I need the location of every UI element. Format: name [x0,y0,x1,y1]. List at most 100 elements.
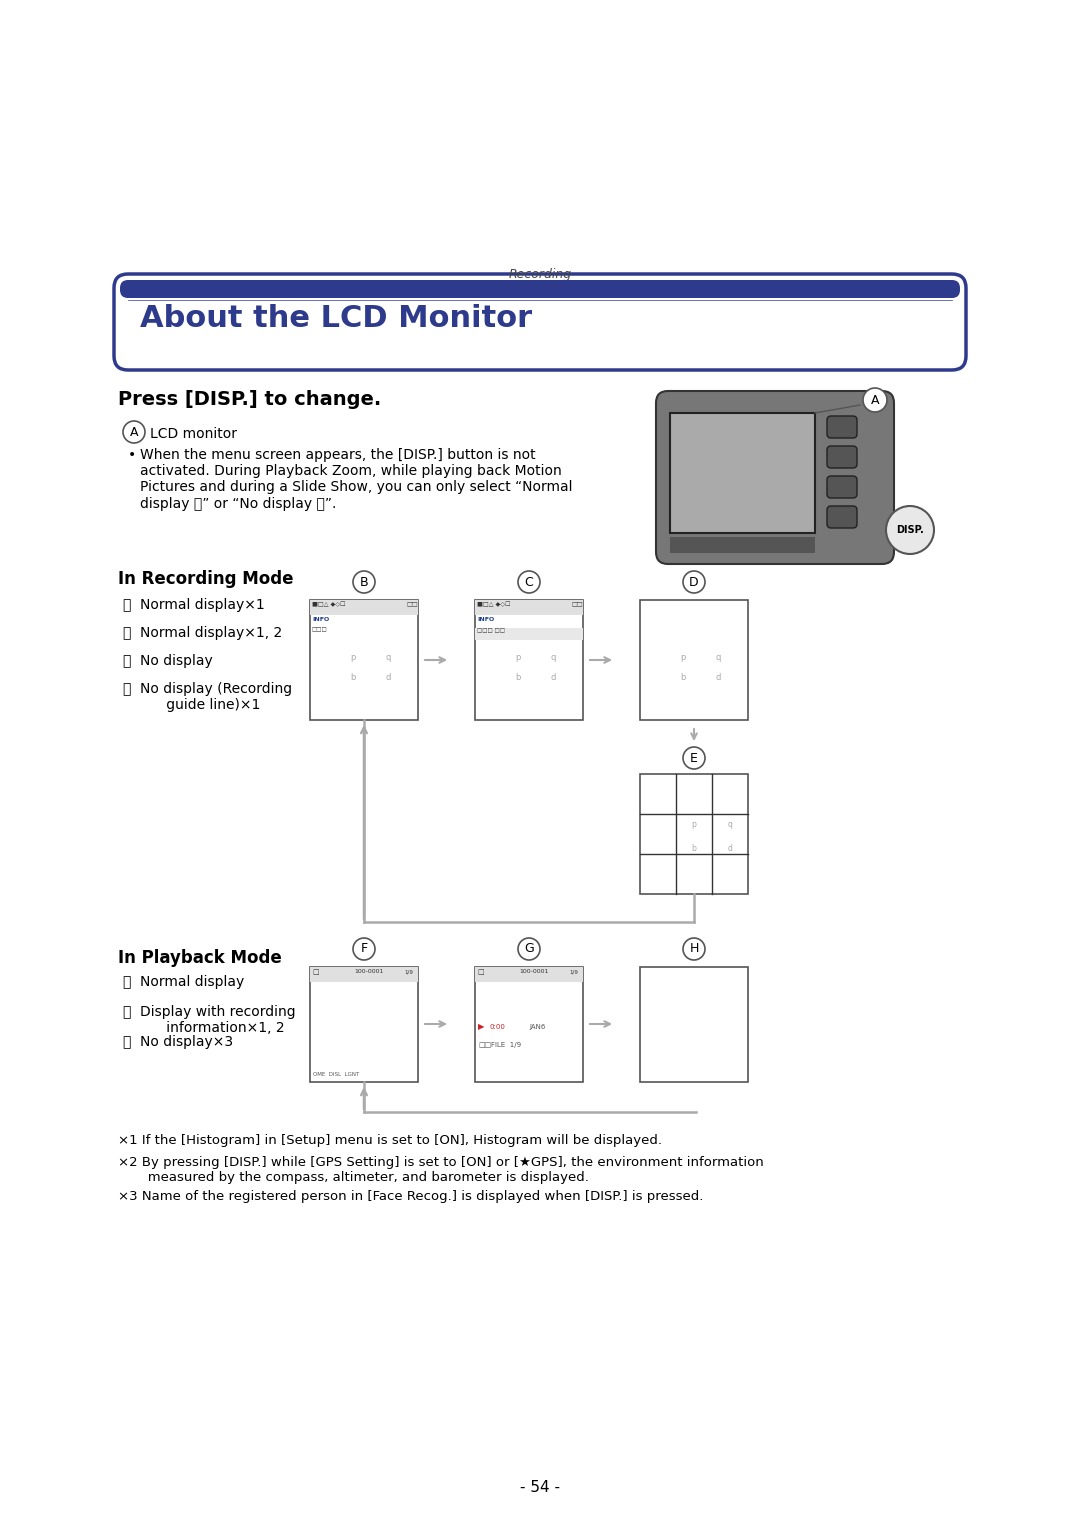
Circle shape [353,571,375,593]
Text: d: d [715,674,720,683]
Bar [475,601,583,614]
Text: JAN6: JAN6 [529,1024,545,1030]
Text: Press [DISP.] to change.: Press [DISP.] to change. [118,390,381,410]
Text: □□□ □□: □□□ □□ [477,628,505,633]
Text: b: b [680,674,686,683]
Text: FILE  1/9: FILE 1/9 [491,1042,522,1048]
Text: In Playback Mode: In Playback Mode [118,949,282,967]
Text: Ⓐ: Ⓐ [122,597,131,613]
Text: □□: □□ [406,602,418,607]
Text: ■□△ ◆◇☐: ■□△ ◆◇☐ [477,602,511,608]
Bar [475,601,583,720]
Text: - 54 -: - 54 - [519,1481,561,1494]
Circle shape [683,747,705,769]
Text: Normal display×1: Normal display×1 [140,597,265,613]
Text: □□: □□ [571,602,583,607]
Text: □: □ [312,969,319,975]
Text: A: A [870,394,879,406]
Circle shape [863,388,887,413]
Text: F: F [361,943,367,955]
Text: q: q [550,652,555,662]
Text: INFO: INFO [477,617,495,622]
Circle shape [518,571,540,593]
Text: G: G [524,943,534,955]
Text: Ⓒ: Ⓒ [122,654,131,668]
Text: In Recording Mode: In Recording Mode [118,570,294,588]
Bar [310,601,418,720]
Circle shape [353,938,375,960]
Text: d: d [386,674,391,683]
Text: ▶: ▶ [478,1022,485,1031]
Text: Normal display×1, 2: Normal display×1, 2 [140,626,282,640]
Text: d: d [727,843,732,853]
FancyBboxPatch shape [827,416,858,439]
FancyBboxPatch shape [120,280,960,298]
FancyBboxPatch shape [827,446,858,468]
Bar [670,536,815,553]
Text: Recording: Recording [509,267,571,281]
Text: ■□△ ◆◇☐: ■□△ ◆◇☐ [312,602,346,608]
Text: D: D [689,576,699,588]
Text: q: q [715,652,720,662]
Text: □□□: □□□ [312,626,327,633]
Text: No display×3: No display×3 [140,1034,233,1050]
Bar [640,967,748,1082]
Text: H: H [689,943,699,955]
Circle shape [886,506,934,555]
Text: p: p [680,652,686,662]
Circle shape [683,938,705,960]
FancyBboxPatch shape [827,477,858,498]
Text: No display: No display [140,654,213,668]
Bar [640,601,748,720]
Text: b: b [351,674,356,683]
Text: A: A [130,425,138,439]
Text: C: C [525,576,534,588]
Text: Normal display: Normal display [140,975,244,989]
Text: No display (Recording
      guide line)×1: No display (Recording guide line)×1 [140,681,292,712]
Text: About the LCD Monitor: About the LCD Monitor [140,304,532,333]
Text: □: □ [477,969,484,975]
Bar [310,967,418,983]
Text: b: b [691,843,697,853]
Text: ×2 By pressing [DISP.] while [GPS Setting] is set to [ON] or [★GPS], the environ: ×2 By pressing [DISP.] while [GPS Settin… [118,1157,764,1184]
FancyBboxPatch shape [827,506,858,529]
Text: q: q [386,652,391,662]
Circle shape [518,938,540,960]
Bar [310,967,418,1082]
Text: OME  DISL  LGNT: OME DISL LGNT [313,1073,360,1077]
Text: INFO: INFO [312,617,329,622]
Text: Display with recording
      information×1, 2: Display with recording information×1, 2 [140,1005,296,1034]
Text: 100-0001: 100-0001 [519,969,549,973]
Text: DISP.: DISP. [896,526,923,535]
Text: p: p [515,652,521,662]
Text: When the menu screen appears, the [DISP.] button is not
activated. During Playba: When the menu screen appears, the [DISP.… [140,448,572,510]
Bar [475,628,583,640]
Bar [475,967,583,983]
Text: LCD monitor: LCD monitor [150,426,237,442]
Text: •: • [129,448,136,461]
Bar [640,775,748,894]
Text: Ⓖ: Ⓖ [122,1005,131,1019]
Circle shape [123,422,145,443]
Text: B: B [360,576,368,588]
Text: ×3 Name of the registered person in [Face Recog.] is displayed when [DISP.] is p: ×3 Name of the registered person in [Fac… [118,1190,703,1203]
Text: b: b [515,674,521,683]
Bar [670,413,815,533]
FancyBboxPatch shape [114,274,966,370]
Text: Ⓕ: Ⓕ [122,975,131,989]
Text: E: E [690,752,698,764]
Text: 1/9: 1/9 [569,969,578,973]
Text: p: p [351,652,356,662]
Bar [475,967,583,1082]
Text: Ⓗ: Ⓗ [122,1034,131,1050]
Text: p: p [691,821,697,828]
Bar [310,601,418,614]
Text: 1/9: 1/9 [404,969,413,973]
Circle shape [683,571,705,593]
Text: Ⓓ: Ⓓ [122,681,131,695]
Text: Ⓑ: Ⓑ [122,626,131,640]
Text: □□: □□ [478,1042,491,1048]
Text: ×1 If the [Histogram] in [Setup] menu is set to [ON], Histogram will be displaye: ×1 If the [Histogram] in [Setup] menu is… [118,1134,662,1148]
Text: 0:00: 0:00 [489,1024,504,1030]
Text: d: d [550,674,555,683]
